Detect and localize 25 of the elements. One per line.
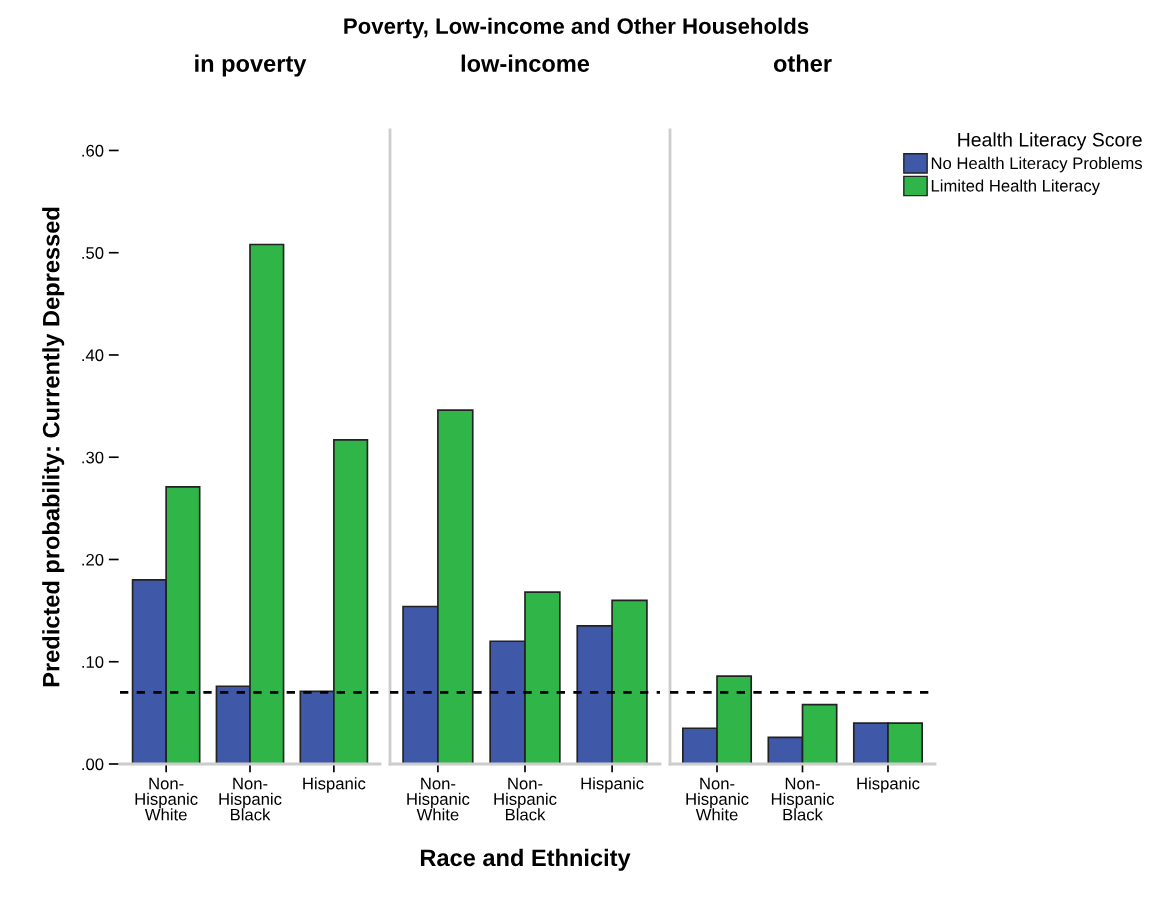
x-tick-label: Non- Hispanic White [686,777,749,821]
x-tick-label: Non- Hispanic White [407,777,470,821]
chart-title: other [773,54,832,72]
chart-title: low-income [461,54,590,72]
x-tick-label: Hispanic [303,777,366,793]
legend-label: No Health Literacy Problems [931,156,1143,173]
y-tick-label: .60 [82,144,104,157]
text: Poverty, Low-income and Other Households [344,17,809,39]
y-axis-title: Predicted probability: Currently Depressed [42,207,65,687]
x-tick-label: Non- Hispanic White [135,777,198,821]
x-tick-label: Hispanic [857,777,920,793]
x-axis-title: Race and Ethnicity [420,848,631,871]
y-tick-label: .40 [82,349,104,362]
y-tick-label: .20 [82,553,104,566]
y-tick-label: .50 [82,247,104,259]
legend-label: Limited Health Literacy [931,179,1100,195]
legend-title: Health Literacy Score [958,132,1142,151]
y-tick-label: .00 [82,758,104,771]
chart-title: in poverty [195,54,307,77]
x-tick-label: Non- Hispanic Black [771,777,835,821]
y-tick-label: .10 [82,656,104,668]
x-tick-label: Non- Hispanic Black [494,777,557,821]
y-tick-label: .30 [82,451,104,464]
x-tick-label: Non- Hispanic Black [219,777,282,821]
x-tick-label: Hispanic [581,777,644,793]
